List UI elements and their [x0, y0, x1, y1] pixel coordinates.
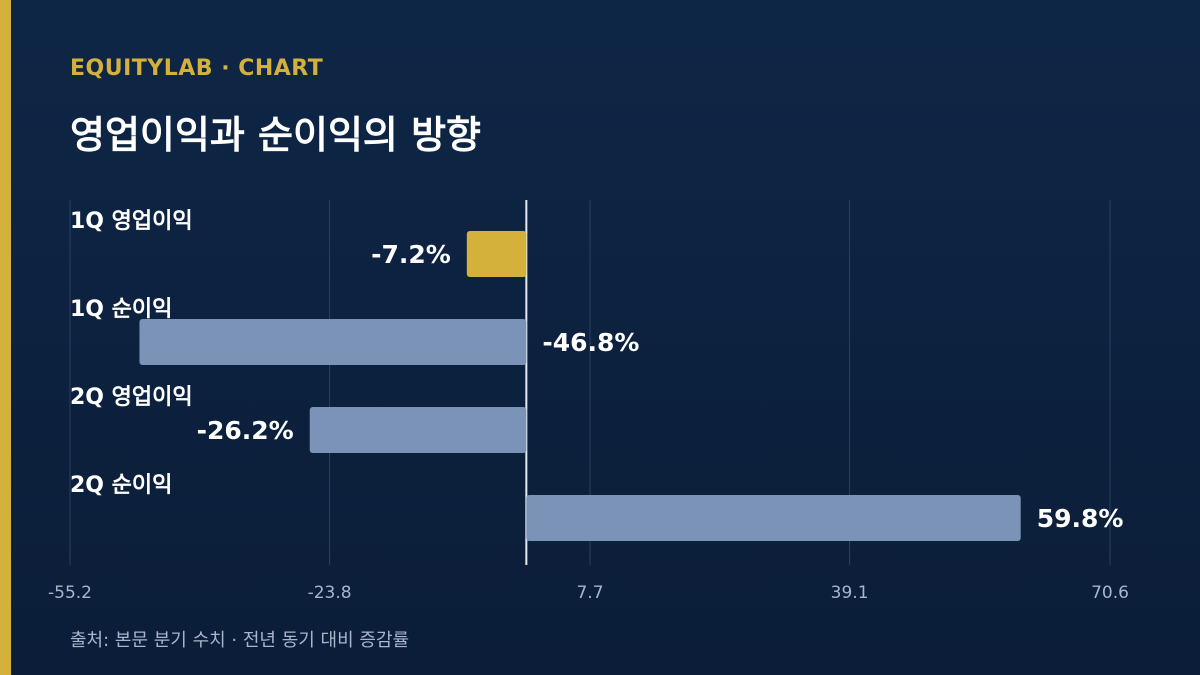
x-tick-label: -23.8: [308, 583, 352, 603]
bar: [526, 495, 1021, 541]
accent-bar: [0, 0, 11, 675]
category-label: 2Q 순이익: [70, 473, 172, 498]
category-label: 1Q 순이익: [70, 297, 172, 322]
category-label: 2Q 영업이익: [70, 385, 193, 410]
data-label: -26.2%: [197, 416, 294, 445]
x-tick-label: 70.6: [1091, 583, 1129, 603]
x-tick-label: 39.1: [831, 583, 869, 603]
x-tick-label: -55.2: [48, 583, 92, 603]
page-title: 영업이익과 순이익의 방향: [70, 113, 482, 157]
data-label: -7.2%: [371, 240, 451, 269]
data-label: -46.8%: [542, 328, 639, 357]
data-label: 59.8%: [1037, 504, 1124, 533]
brand-label: EQUITYLAB · CHART: [70, 56, 324, 81]
source-note: 출처: 본문 분기 수치 · 전년 동기 대비 증감률: [70, 630, 410, 651]
bar: [309, 407, 527, 453]
x-tick-label: 7.7: [576, 583, 603, 603]
bar: [139, 319, 527, 365]
bar: [466, 231, 527, 277]
category-label: 1Q 영업이익: [70, 209, 193, 234]
